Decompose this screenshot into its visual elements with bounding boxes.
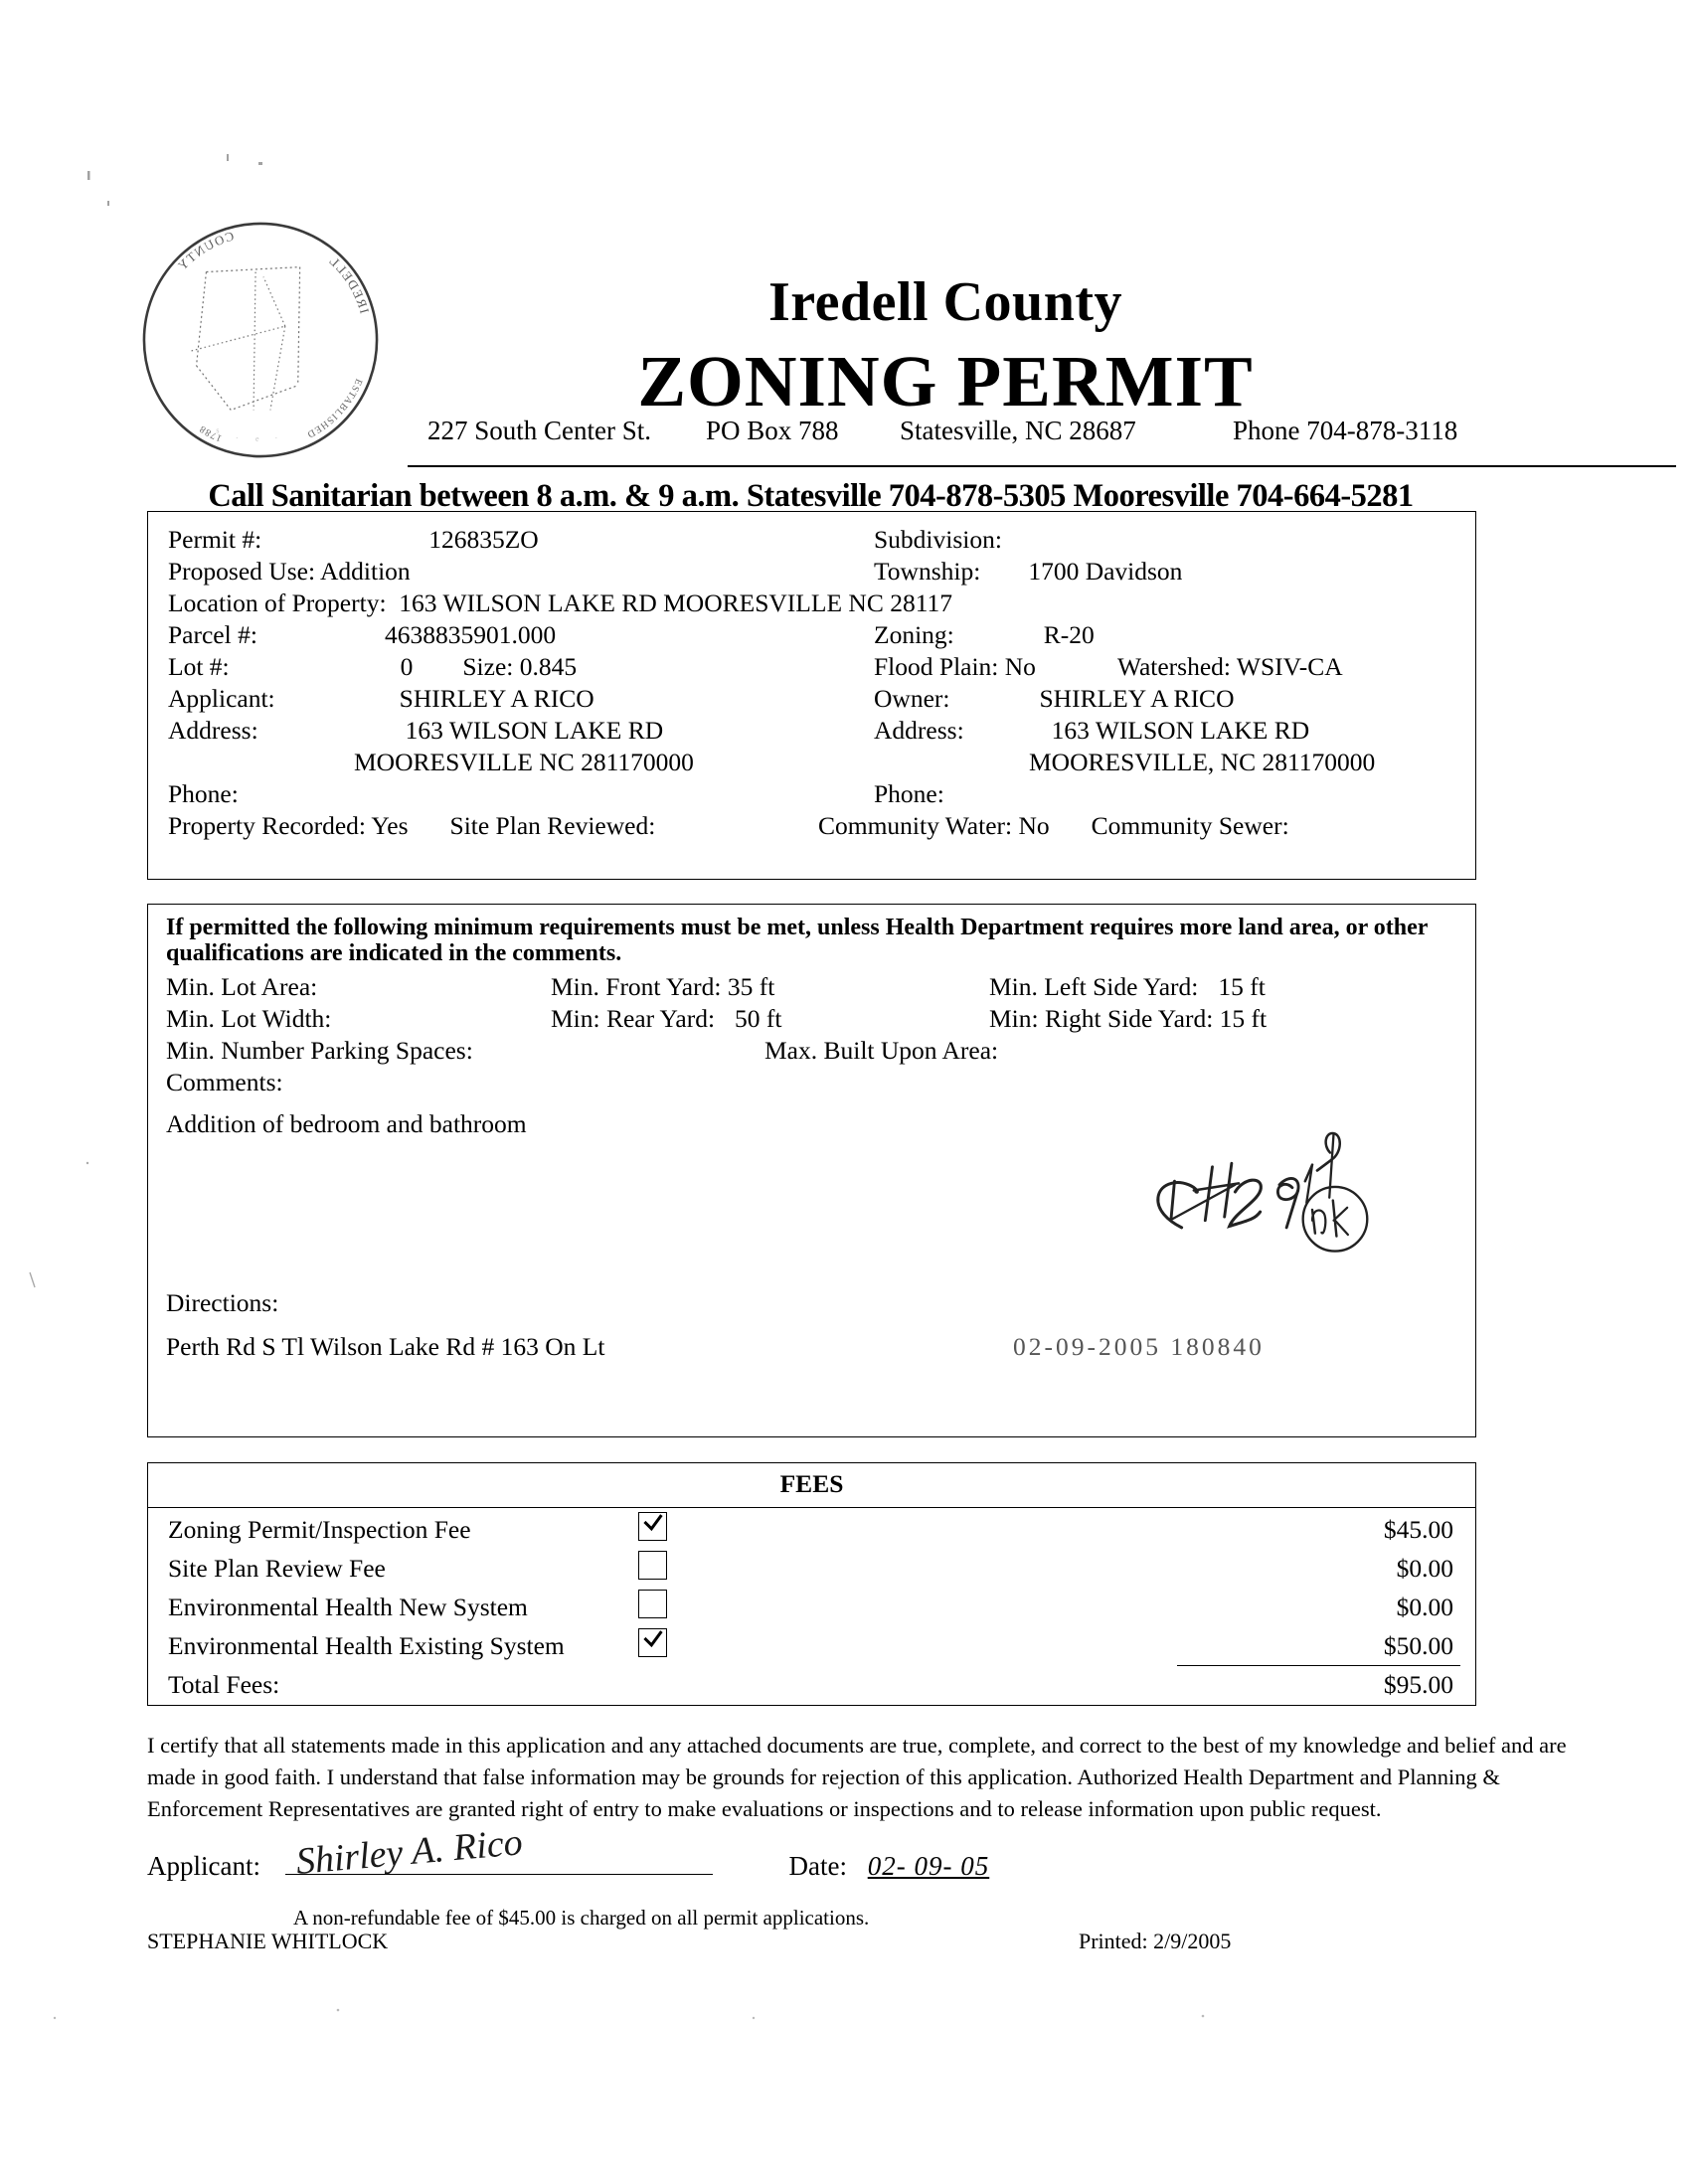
svg-text:Shirley A. Rico: Shirley A. Rico: [294, 1821, 524, 1883]
svg-text:.: .: [275, 431, 277, 440]
svg-text:e: e: [255, 434, 259, 443]
svg-text:s: s: [216, 425, 219, 434]
svg-text:.: .: [236, 431, 238, 440]
